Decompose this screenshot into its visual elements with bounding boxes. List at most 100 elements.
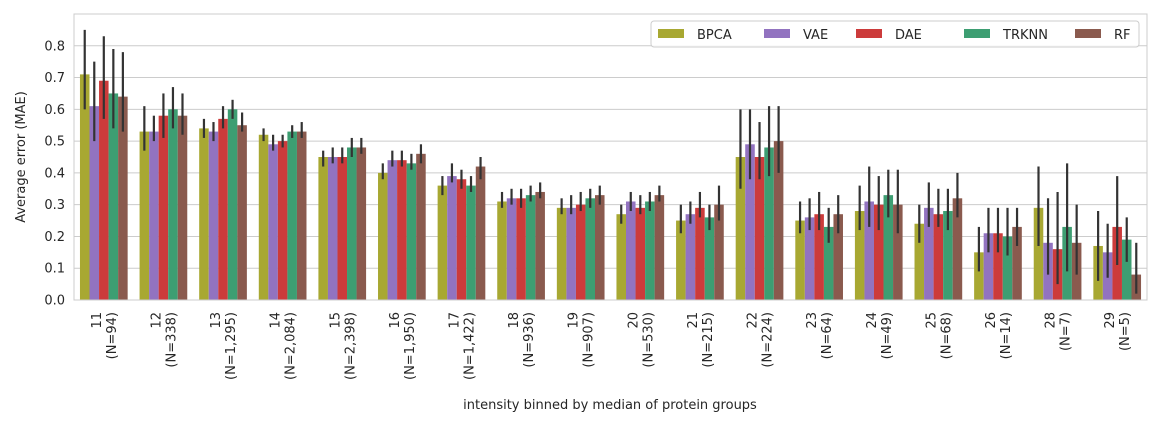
bar-vae <box>983 233 994 300</box>
bar-bpca <box>795 220 805 300</box>
bar-trknn <box>585 198 596 300</box>
x-tick-count: (N=2,084) <box>284 312 299 380</box>
bar-vae <box>89 106 100 301</box>
y-tick-label: 0.0 <box>44 294 65 309</box>
x-tick-label: 21 (N=215) <box>686 312 716 368</box>
bar-vae <box>506 198 517 300</box>
x-tick-bin: 13 <box>209 312 224 329</box>
x-tick-bin: 25 <box>924 312 939 329</box>
bar-rf <box>356 147 367 300</box>
x-tick-label: 12 (N=338) <box>149 312 179 368</box>
legend-label-vae: VAE <box>803 28 828 43</box>
x-axis-label: intensity binned by median of protein gr… <box>463 398 757 413</box>
bar-dae <box>993 233 1003 300</box>
bar-vae <box>149 131 159 300</box>
x-tick-count: (N=1,295) <box>224 312 239 380</box>
bar-trknn <box>1121 239 1132 300</box>
bar-vae <box>924 207 934 300</box>
x-tick-count: (N=7) <box>1059 312 1074 351</box>
bar-trknn <box>108 93 119 300</box>
y-tick-label: 0.5 <box>44 135 65 150</box>
legend-swatch-vae <box>764 29 790 38</box>
x-tick-bin: 19 <box>567 312 582 329</box>
bar-bpca <box>616 214 626 300</box>
x-tick-bin: 22 <box>746 312 761 329</box>
legend-label-dae: DAE <box>895 28 922 43</box>
bar-vae <box>566 207 576 300</box>
bar-dae <box>456 179 467 300</box>
bar-vae <box>804 217 815 300</box>
bar-rf <box>237 125 247 300</box>
x-tick-bin: 23 <box>805 312 820 329</box>
error-bars-group <box>83 29 1138 294</box>
bar-dae <box>754 157 765 300</box>
bar-dae <box>933 214 944 300</box>
bar-dae <box>158 115 169 300</box>
bar-dae <box>695 207 705 300</box>
bar-trknn <box>883 195 894 300</box>
bar-rf <box>714 204 724 300</box>
bar-bpca <box>676 220 686 300</box>
bar-trknn <box>943 211 953 300</box>
x-tick-bin: 29 <box>1103 312 1118 329</box>
bars-group <box>79 74 1142 301</box>
bar-rf <box>773 141 784 300</box>
x-tick-count: (N=14) <box>999 312 1014 359</box>
y-tick-label: 0.3 <box>44 198 65 213</box>
y-tick-label: 0.4 <box>44 166 65 181</box>
bar-trknn <box>287 131 297 300</box>
bar-bpca <box>974 252 984 300</box>
x-tick-count: (N=224) <box>761 312 776 368</box>
x-tick-count: (N=936) <box>522 312 537 368</box>
bar-bpca <box>1033 207 1044 300</box>
x-tick-bin: 12 <box>149 312 164 329</box>
x-tick-count: (N=215) <box>701 312 716 368</box>
bar-rf <box>177 115 188 300</box>
bar-trknn <box>227 109 238 300</box>
x-tick-label: 28 (N=7) <box>1044 312 1074 351</box>
bar-dae <box>635 207 646 300</box>
bar-bpca <box>556 207 567 300</box>
x-tick-bin: 18 <box>507 312 522 329</box>
bar-rf <box>1012 226 1022 300</box>
bar-vae <box>447 176 457 300</box>
x-tick-bin: 15 <box>328 312 343 329</box>
bar-vae <box>745 144 755 300</box>
x-tick-label: 23 (N=64) <box>805 312 835 359</box>
bar-rf <box>416 153 426 300</box>
x-tick-label: 11 (N=94) <box>90 312 120 359</box>
x-tick-bin: 14 <box>269 312 284 329</box>
bar-bpca <box>854 211 865 300</box>
bar-bpca <box>378 172 388 300</box>
x-tick-count: (N=530) <box>641 312 656 368</box>
plot-frame <box>73 13 1148 301</box>
y-axis-label: Average error (MAE) <box>14 91 29 223</box>
bar-bpca <box>735 157 746 300</box>
bar-rf <box>893 204 903 300</box>
x-tick-count: (N=94) <box>105 312 120 359</box>
x-tick-bin: 20 <box>626 312 641 329</box>
bar-rf <box>654 195 665 300</box>
x-tick-label: 18 (N=936) <box>507 312 537 368</box>
x-tick-count: (N=338) <box>164 312 179 368</box>
x-tick-label: 16 (N=1,950) <box>388 312 418 380</box>
legend-label-bpca: BPCA <box>697 28 732 43</box>
bar-vae <box>625 201 636 300</box>
bar-bpca <box>79 74 90 300</box>
y-tick-label: 0.8 <box>44 39 65 54</box>
y-tick-label: 0.6 <box>44 103 65 118</box>
y-tick-label: 0.7 <box>44 71 65 86</box>
x-tick-bin: 17 <box>447 312 462 329</box>
bar-trknn <box>466 185 476 300</box>
bar-bpca <box>318 157 328 300</box>
bar-vae <box>268 144 278 300</box>
bar-trknn <box>347 147 357 300</box>
legend-swatch-bpca <box>658 29 684 38</box>
x-tick-label: 19 (N=907) <box>567 312 597 368</box>
bar-dae <box>873 204 884 300</box>
bar-trknn <box>823 226 834 300</box>
legend-label-trknn: TRKNN <box>1002 28 1048 43</box>
x-tick-bin: 24 <box>865 312 880 329</box>
bar-trknn <box>764 147 774 300</box>
